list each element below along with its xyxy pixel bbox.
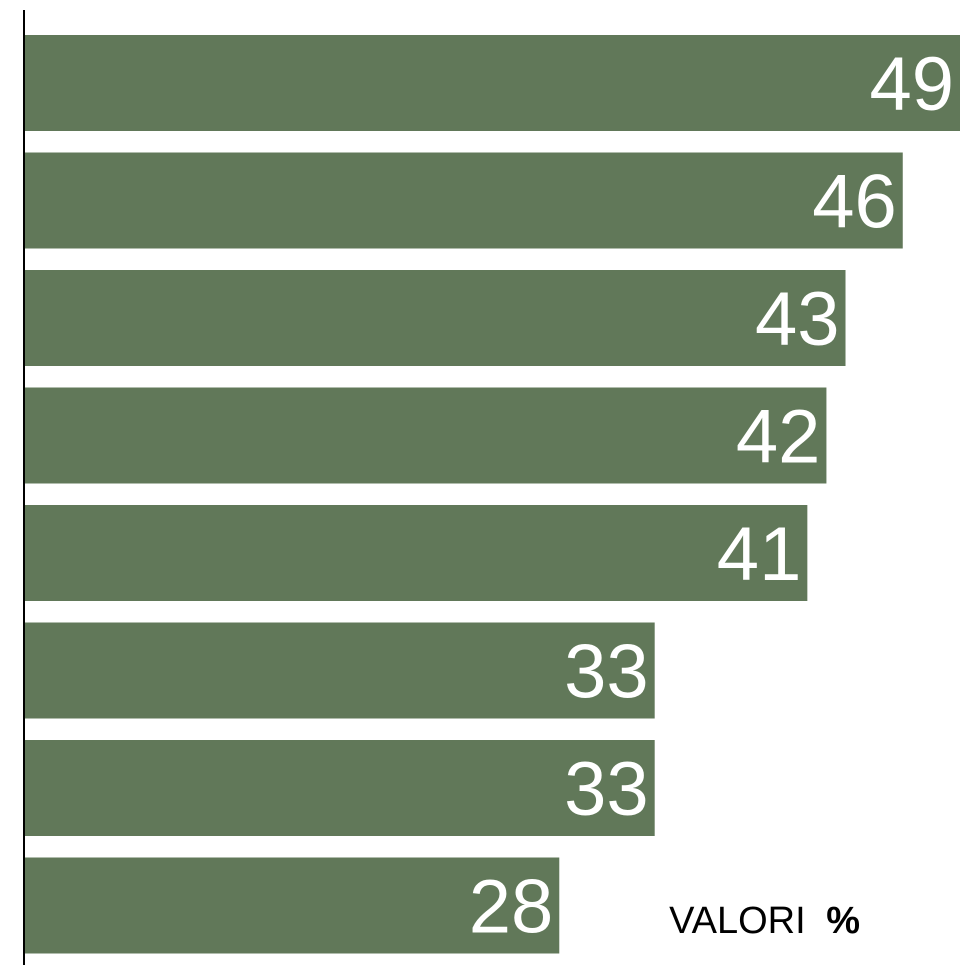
bar-value-label: 49 <box>869 42 954 127</box>
bar-value-label: 41 <box>717 512 802 597</box>
bar-value-label: 43 <box>755 277 840 362</box>
bar <box>25 740 655 836</box>
bar-value-label: 33 <box>564 747 649 832</box>
bar <box>25 505 808 601</box>
unit-label: VALORI % <box>669 900 860 942</box>
unit-label-prefix: VALORI <box>669 900 806 942</box>
bar <box>25 622 655 719</box>
bar <box>25 270 846 366</box>
bar <box>25 35 960 131</box>
bar <box>25 857 560 954</box>
bar <box>25 387 827 484</box>
bar-value-label: 42 <box>736 395 821 480</box>
bar-value-label: 33 <box>564 630 649 715</box>
unit-label-symbol: % <box>826 900 860 942</box>
bar-value-label: 28 <box>469 865 554 950</box>
bar <box>25 152 903 249</box>
bar-value-label: 46 <box>812 160 897 245</box>
